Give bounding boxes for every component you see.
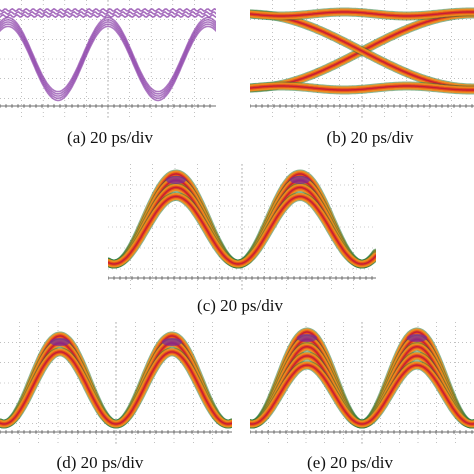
hot-spot-c-0 xyxy=(166,176,186,184)
hot-spot-d-1 xyxy=(162,338,182,346)
trace-a-wave-2 xyxy=(0,21,216,97)
grid-b xyxy=(250,0,474,118)
waveform-e xyxy=(250,322,474,444)
eye-panel-b xyxy=(250,0,474,118)
caption-d: (d) 20 ps/div xyxy=(56,453,144,472)
trace-a-wave-4 xyxy=(0,25,216,102)
hot-spot-d-0 xyxy=(50,338,70,346)
trace-a-top-2 xyxy=(0,14,216,18)
hot-spot-c-1 xyxy=(290,176,310,184)
waveform-d xyxy=(0,322,232,444)
waveform-c xyxy=(108,164,376,290)
trace-a-top-1 xyxy=(0,11,216,15)
caption-e: (e) 20 ps/div xyxy=(307,453,393,472)
eye-panel-c xyxy=(108,164,376,290)
eye-b-bottom-core xyxy=(250,85,474,91)
waveform-b xyxy=(250,0,474,118)
pulse-e-4-core xyxy=(250,364,474,425)
caption-a: (a) 20 ps/div xyxy=(67,128,153,147)
grid-a xyxy=(0,0,216,118)
hot-spot-e-0 xyxy=(297,334,317,342)
caption-c: (c) 20 ps/div xyxy=(197,296,283,315)
caption-b: (b) 20 ps/div xyxy=(326,128,414,147)
waveform-a xyxy=(0,0,216,118)
pulse-d-2-core xyxy=(0,351,232,425)
eye-b-top-core xyxy=(250,11,474,17)
pulse-c-3-core xyxy=(108,195,376,265)
hot-spot-e-1 xyxy=(407,334,427,342)
grid-c xyxy=(108,164,376,290)
eye-panel-e xyxy=(250,322,474,444)
eye-panel-a xyxy=(0,0,216,118)
trace-a-wave-3 xyxy=(0,23,216,99)
trace-a-top-0 xyxy=(0,8,216,12)
trace-a-wave-0 xyxy=(0,16,216,93)
eye-panel-d xyxy=(0,322,232,444)
trace-a-wave-1 xyxy=(0,19,216,95)
